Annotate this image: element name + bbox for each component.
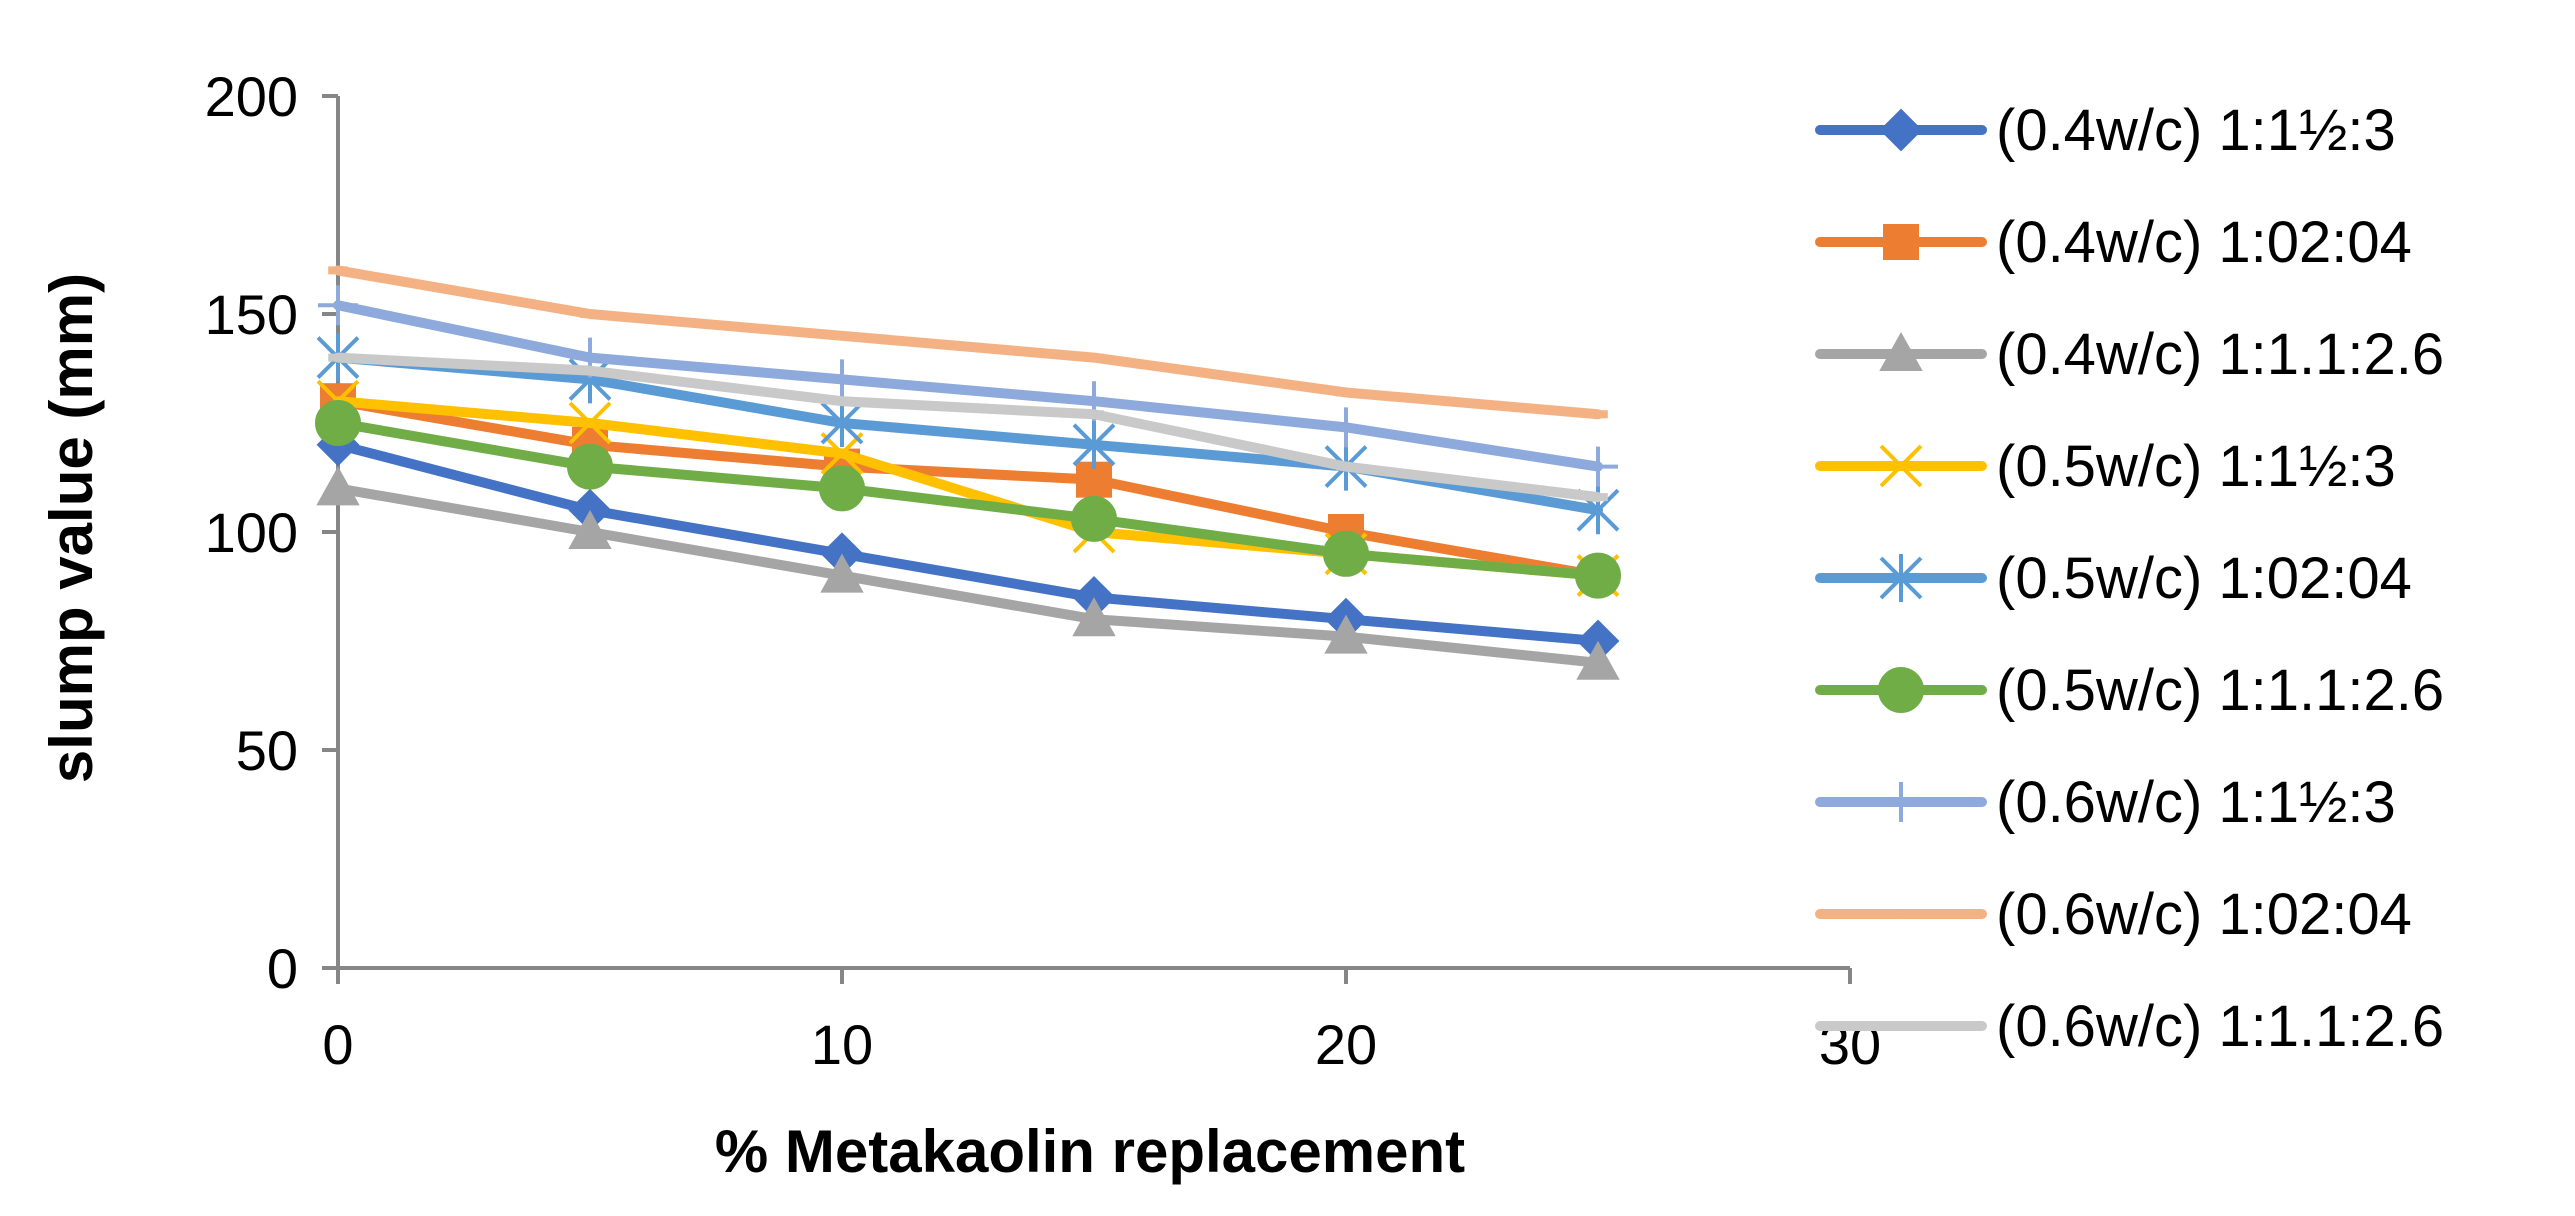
series-7-point	[1326, 407, 1366, 448]
series-6-line	[333, 418, 1603, 581]
legend-item: (0.6w/c) 1:1½:3	[1815, 770, 2396, 835]
legend-item: (0.4w/c) 1:02:04	[1815, 210, 2412, 275]
legend-item: (0.4w/c) 1:1.1:2.6	[1815, 322, 2444, 387]
series-8-group	[328, 265, 1608, 420]
series-1-line	[333, 439, 1603, 646]
series-7-point	[822, 359, 862, 400]
legend-item: (0.5w/c) 1:1.1:2.6	[1815, 658, 2444, 723]
legend-label: (0.4w/c) 1:1½:3	[1996, 98, 2396, 163]
legend-item: (0.5w/c) 1:1½:3	[1815, 434, 2396, 499]
y-tick-label: 0	[267, 937, 298, 1000]
x-axis-title: % Metakaolin replacement	[715, 1118, 1465, 1185]
series-3-line	[333, 483, 1603, 668]
series-2-line	[333, 396, 1603, 581]
legend-item: (0.5w/c) 1:02:04	[1815, 546, 2412, 611]
series-5-point	[820, 399, 864, 447]
series-4-point	[568, 401, 612, 445]
legend-label: (0.6w/c) 1:02:04	[1996, 882, 2412, 947]
series-7-line	[333, 300, 1603, 472]
legend-swatch-marker	[1879, 108, 1923, 152]
series-3-point	[1324, 614, 1368, 654]
legend-item: (0.4w/c) 1:1½:3	[1815, 98, 2396, 163]
series-4-line	[333, 396, 1603, 581]
legend-swatch-marker	[1878, 667, 1924, 713]
legend-swatch-marker	[1879, 554, 1923, 602]
series-3-point	[820, 553, 864, 593]
legend-item: (0.6w/c) 1:1.1:2.6	[1815, 994, 2444, 1059]
x-tick-label: 0	[322, 1013, 353, 1076]
series-6-point	[1323, 530, 1369, 577]
series-3-group	[316, 466, 1620, 680]
legend-label: (0.5w/c) 1:1½:3	[1996, 434, 2396, 499]
legend-label: (0.5w/c) 1:1.1:2.6	[1996, 658, 2444, 723]
series-3-point	[1576, 640, 1620, 680]
series-6-point	[567, 443, 613, 490]
x-tick-label: 20	[1315, 1013, 1377, 1076]
series-group	[315, 265, 1621, 680]
series-6-point	[1575, 552, 1621, 599]
legend-swatch-marker	[1879, 331, 1923, 371]
legend: (0.4w/c) 1:1½:3 (0.4w/c) 1:02:04 (0.4w/c) …	[1815, 98, 2444, 1059]
series-7-point	[1578, 446, 1618, 487]
y-axis-title: slump value (mm)	[38, 273, 105, 783]
legend-label: (0.6w/c) 1:1.1:2.6	[1996, 994, 2444, 1059]
series-9-line	[333, 352, 1603, 503]
legend-swatch-marker	[1879, 444, 1923, 488]
series-8-line	[333, 265, 1603, 420]
legend-label: (0.4w/c) 1:02:04	[1996, 210, 2412, 275]
legend-label: (0.5w/c) 1:02:04	[1996, 546, 2412, 611]
series-1-group	[316, 423, 1620, 663]
series-6-point	[315, 400, 361, 446]
y-tick-label: 100	[205, 501, 298, 564]
series-6-group	[315, 400, 1621, 599]
series-3-point	[568, 509, 612, 549]
series-6-point	[1071, 495, 1117, 542]
y-tick-label: 200	[205, 65, 298, 128]
series-7-point	[318, 285, 358, 326]
series-6-point	[819, 465, 865, 512]
legend-label: (0.6w/c) 1:1½:3	[1996, 770, 2396, 835]
y-tick-label: 50	[236, 719, 298, 782]
x-tick-label: 10	[811, 1013, 873, 1076]
series-4-point	[820, 432, 864, 475]
series-3-point	[1072, 597, 1116, 637]
legend-item: (0.6w/c) 1:02:04	[1815, 882, 2412, 947]
y-tick-label: 150	[205, 283, 298, 346]
legend-swatch-marker	[1881, 782, 1921, 822]
series-9-group	[328, 352, 1608, 503]
series-3-point	[316, 466, 360, 506]
series-7-group	[318, 285, 1618, 487]
legend-label: (0.4w/c) 1:1.1:2.6	[1996, 322, 2444, 387]
legend-swatch-marker	[1883, 224, 1919, 260]
series-5-point	[1072, 420, 1116, 469]
